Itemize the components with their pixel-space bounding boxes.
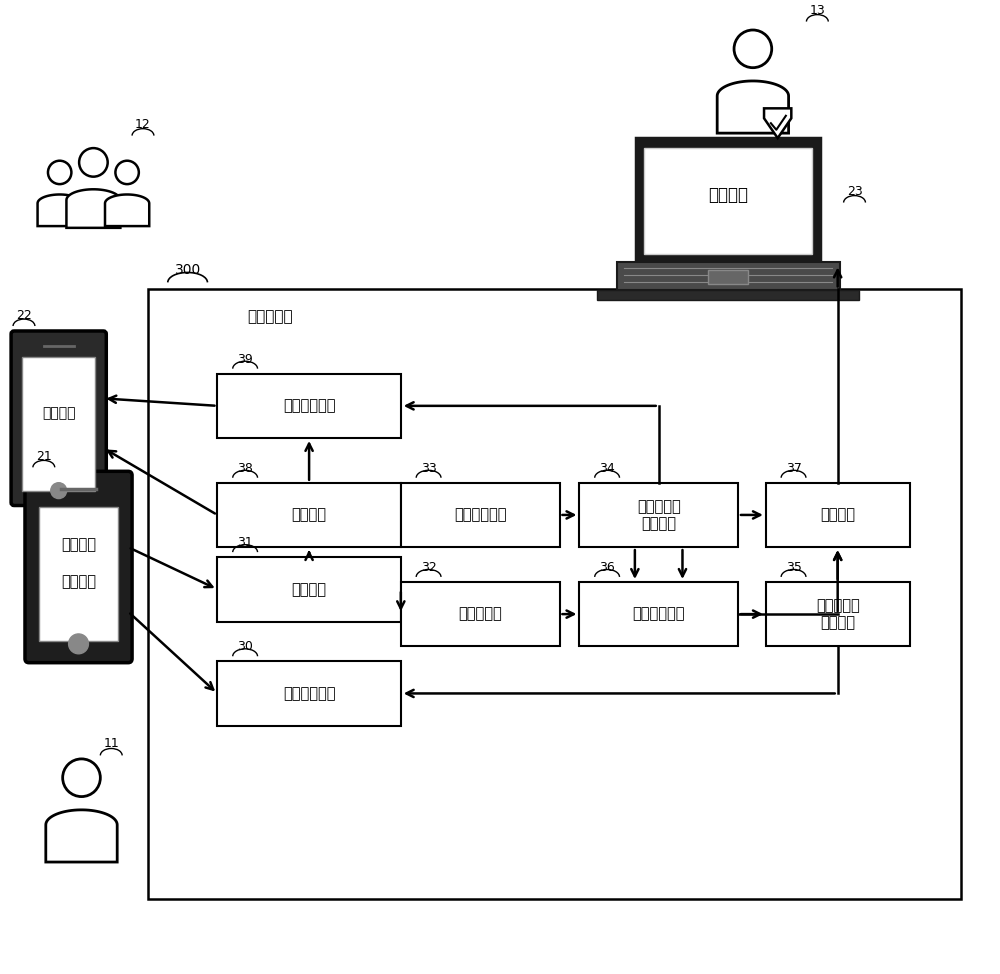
FancyBboxPatch shape [617,262,840,290]
Polygon shape [717,81,789,133]
Text: 13: 13 [809,4,825,17]
FancyBboxPatch shape [22,356,95,491]
Bar [217,661,401,726]
Text: 信息审核: 信息审核 [708,186,748,205]
Text: 12: 12 [135,118,151,131]
FancyBboxPatch shape [644,148,812,254]
Polygon shape [46,809,117,862]
Text: 11: 11 [103,737,119,751]
Text: 发布账号的
信用记录: 发布账号的 信用记录 [816,598,860,630]
Text: 网络服务器: 网络服务器 [247,310,293,324]
Bar [579,483,738,547]
Bar [766,483,910,547]
FancyBboxPatch shape [25,471,132,662]
Text: 信息源分析: 信息源分析 [458,607,502,621]
Text: 33: 33 [421,462,436,474]
Bar [766,581,910,647]
Text: 目标账号的
信用记录: 目标账号的 信用记录 [637,499,681,531]
Text: 31: 31 [237,536,253,549]
Text: 22: 22 [16,309,32,322]
Text: 内容信用分析: 内容信用分析 [632,607,685,621]
Text: 信息发布: 信息发布 [61,538,96,552]
Text: 36: 36 [599,561,615,574]
Bar [217,374,401,438]
Text: 目标账号管理: 目标账号管理 [283,398,335,413]
Text: 21: 21 [36,450,52,464]
Bar [366,433,951,870]
Polygon shape [38,195,82,226]
Text: 38: 38 [237,462,253,474]
Bar [217,557,401,621]
Text: 32: 32 [421,561,436,574]
Text: 39: 39 [237,353,253,365]
Bar [148,289,961,899]
Text: 信息存储: 信息存储 [292,581,327,597]
FancyBboxPatch shape [39,507,118,641]
Polygon shape [105,195,149,226]
Text: 35: 35 [786,561,801,574]
Text: 分发处理: 分发处理 [292,507,327,522]
Text: 300: 300 [174,263,201,278]
Bar [579,581,738,647]
FancyBboxPatch shape [708,270,748,283]
FancyBboxPatch shape [597,290,859,300]
FancyBboxPatch shape [636,138,820,262]
Bar [401,483,560,547]
FancyBboxPatch shape [11,331,106,506]
Text: 传播控制: 传播控制 [820,507,855,522]
Circle shape [69,634,88,654]
Text: 功能管理: 功能管理 [61,575,96,589]
Bar [401,581,560,647]
Circle shape [51,483,67,499]
Text: 34: 34 [599,462,615,474]
Text: 30: 30 [237,640,253,654]
Text: 37: 37 [786,462,801,474]
Polygon shape [764,108,791,138]
Text: 23: 23 [847,185,862,198]
Text: 目标行为分析: 目标行为分析 [454,507,506,522]
Text: 发布账号管理: 发布账号管理 [283,686,335,701]
Polygon shape [66,189,120,228]
Bar [217,483,401,547]
Text: 信息浏览: 信息浏览 [42,406,75,421]
